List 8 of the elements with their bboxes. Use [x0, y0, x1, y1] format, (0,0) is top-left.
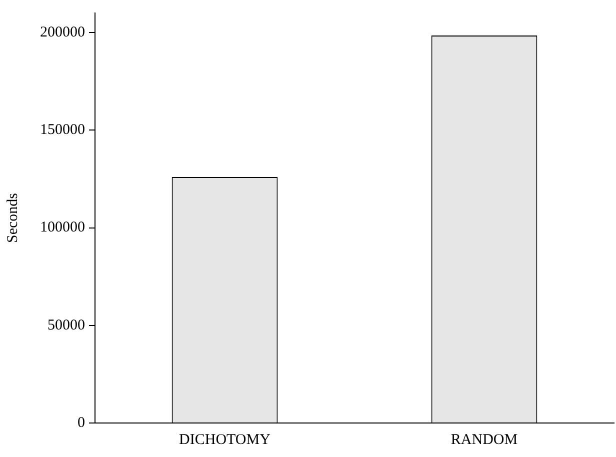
y-tick-label: 200000: [40, 24, 85, 40]
y-axis-title: Seconds: [4, 192, 21, 243]
y-tick-label: 150000: [40, 122, 85, 138]
y-tick-label: 100000: [40, 220, 85, 236]
y-tick-label: 0: [78, 414, 85, 431]
x-tick-label: RANDOM: [450, 432, 518, 448]
y-tick-label: 50000: [48, 317, 85, 334]
x-tick-label: DICHOTOMY: [179, 432, 271, 448]
